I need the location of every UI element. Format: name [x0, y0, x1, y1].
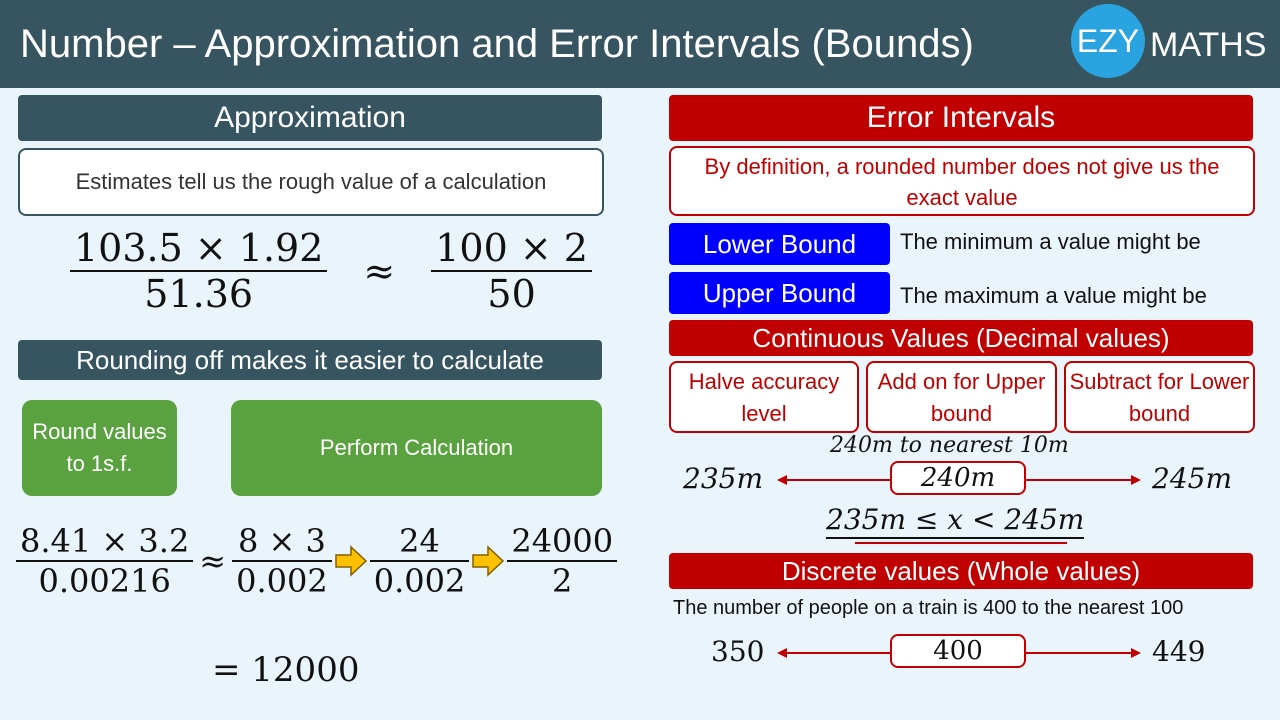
fraction-bar [70, 270, 328, 272]
inequality-underline [855, 542, 1067, 544]
equation-1: 103.5 × 1.92 51.36 ≈ 100 × 2 50 [70, 226, 592, 316]
estimates-box: Estimates tell us the rough value of a c… [18, 148, 604, 216]
step-halve-accuracy: Halve accuracy level [669, 361, 859, 433]
definition-box: By definition, a rounded number does not… [669, 146, 1255, 216]
discrete-caption: The number of people on a train is 400 t… [673, 597, 1184, 619]
discrete-number-line [777, 648, 1141, 658]
result: = 12000 [212, 650, 360, 690]
header-bar [0, 0, 1280, 88]
upper-bound-description: The maximum a value might be [900, 283, 1207, 308]
eq2-fraction-1: 8.41 × 3.2 0.00216 [16, 522, 194, 600]
eq2-fraction-3: 24 0.002 [369, 522, 470, 600]
rounding-title: Rounding off makes it easier to calculat… [18, 340, 602, 380]
continuous-caption: 240m to nearest 10m [830, 433, 1069, 458]
continuous-low: 235m [683, 462, 763, 495]
arrow-right-icon [472, 545, 505, 577]
eq1-fraction-1: 103.5 × 1.92 51.36 [70, 226, 328, 316]
eq1-numerator: 103.5 × 1.92 [74, 226, 324, 270]
arrow-right-icon [334, 545, 367, 577]
eq1-denominator-2: 50 [487, 272, 536, 316]
discrete-high: 449 [1152, 635, 1206, 668]
eq2-f4-den: 2 [552, 562, 573, 600]
logo-ezy: EZY [1071, 4, 1145, 78]
approx-symbol: ≈ [363, 249, 396, 293]
step-add-upper: Add on for Upper bound [866, 361, 1057, 433]
continuous-inequality: 235m ≤ x < 245m [826, 503, 1085, 539]
approx-symbol: ≈ [199, 542, 227, 580]
eq1-numerator-2: 100 × 2 [435, 226, 588, 270]
discrete-mid: 400 [890, 634, 1026, 668]
approximation-title: Approximation [18, 95, 602, 141]
eq2-f2-num: 8 × 3 [237, 522, 326, 560]
step-perform-calculation: Perform Calculation [231, 400, 602, 496]
eq1-denominator: 51.36 [144, 272, 254, 316]
lower-bound-description: The minimum a value might be [900, 229, 1201, 254]
step-round-values: Round values to 1s.f. [22, 400, 177, 496]
error-intervals-title: Error Intervals [669, 95, 1253, 141]
eq2-f1-den: 0.00216 [38, 562, 171, 600]
step-subtract-lower: Subtract for Lower bound [1064, 361, 1255, 433]
logo-maths: MATHS [1150, 26, 1267, 64]
eq2-f1-num: 8.41 × 3.2 [20, 522, 190, 560]
fraction-bar [369, 560, 470, 562]
fraction-bar [16, 560, 194, 562]
continuous-number-line [777, 475, 1141, 485]
eq2-fraction-4: 24000 2 [507, 522, 618, 600]
continuous-high: 245m [1152, 462, 1232, 495]
lower-bound-label: Lower Bound [669, 223, 890, 265]
upper-bound-label: Upper Bound [669, 272, 890, 314]
eq2-fraction-2: 8 × 3 0.002 [232, 522, 332, 600]
eq2-f3-den: 0.002 [373, 562, 466, 600]
eq2-f2-den: 0.002 [236, 562, 328, 600]
continuous-mid: 240m [890, 461, 1026, 495]
equation-2: 8.41 × 3.2 0.00216 ≈ 8 × 3 0.002 24 0.00… [16, 522, 618, 600]
discrete-values-title: Discrete values (Whole values) [669, 553, 1253, 589]
discrete-low: 350 [711, 635, 765, 668]
eq2-f4-num: 24000 [511, 522, 614, 560]
fraction-bar [431, 270, 592, 272]
fraction-bar [232, 560, 332, 562]
eq2-f3-num: 24 [399, 522, 440, 560]
fraction-bar [507, 560, 618, 562]
continuous-values-title: Continuous Values (Decimal values) [669, 320, 1253, 356]
page-title: Number – Approximation and Error Interva… [20, 22, 974, 66]
eq1-fraction-2: 100 × 2 50 [431, 226, 592, 316]
